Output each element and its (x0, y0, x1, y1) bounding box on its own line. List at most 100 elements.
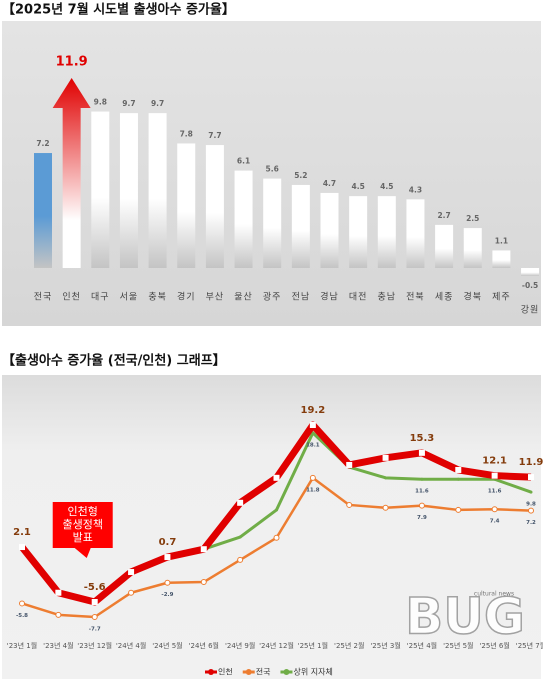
x-tick-label: '25년 3월 (370, 641, 400, 650)
point (382, 454, 389, 461)
point (55, 611, 62, 618)
value-label: 7.7 (208, 131, 221, 140)
point (128, 569, 135, 576)
value-label: 2.5 (466, 214, 479, 223)
bar (177, 143, 196, 268)
point (309, 422, 316, 428)
value-label: -5.8 (16, 613, 28, 619)
x-tick-label: 충북 (148, 292, 167, 303)
bar (435, 224, 454, 268)
value-label: 11.6 (488, 489, 502, 495)
point (528, 507, 534, 514)
value-label: 5.2 (294, 171, 307, 180)
bar (463, 228, 482, 268)
value-label: 11.9 (519, 457, 543, 468)
point (384, 476, 388, 480)
x-tick-label: 전남 (292, 292, 311, 303)
annotation-text: 출생정책 (62, 518, 102, 531)
point (273, 534, 280, 541)
point (382, 504, 389, 511)
point (275, 508, 278, 512)
x-tick-label: 전국 (34, 292, 53, 303)
x-tick-label: 제주 (492, 292, 511, 303)
bar (34, 153, 52, 268)
x-tick-label: 강원 (521, 305, 540, 316)
x-tick-label: 대전 (349, 292, 368, 303)
point (491, 506, 498, 513)
x-tick-label: '25년 1월 (298, 641, 328, 650)
x-tick-label: '25년 7월 (516, 641, 543, 650)
annotation-arrow (74, 548, 91, 558)
legend-label: 전국 (256, 667, 271, 677)
legend-swatch (283, 669, 290, 675)
chart-title: 【2025년 7월 시도별 출생아수 증가율】 (2, 2, 235, 18)
annotation-text: 발표 (73, 531, 93, 544)
x-tick-label: '23년 12월 (77, 641, 112, 650)
point (309, 474, 316, 481)
point (529, 490, 533, 494)
x-tick-label: '23년 1월 (7, 641, 37, 650)
x-tick-label: 전북 (406, 292, 425, 303)
bar (234, 170, 253, 268)
value-label: 11.8 (306, 487, 320, 493)
value-label: 5.6 (266, 165, 279, 174)
legend-label: 인천 (218, 667, 233, 677)
value-label: 0.7 (159, 537, 177, 548)
value-label: 7.2 (526, 520, 536, 526)
x-tick-label: 경기 (177, 291, 196, 303)
value-label: -2.9 (161, 592, 173, 598)
value-label: -7.7 (89, 627, 101, 633)
annotation-text: 인천형 (68, 504, 98, 518)
x-tick-label: '24년 5월 (152, 641, 182, 650)
value-label: 4.7 (323, 179, 336, 188)
value-label: 7.2 (36, 139, 49, 148)
x-tick-label: 인천 (62, 292, 81, 303)
x-tick-label: '25년 5월 (443, 641, 473, 650)
point (164, 554, 171, 561)
point (200, 579, 207, 586)
value-label: 2.1 (13, 527, 31, 538)
bar (119, 113, 138, 268)
x-tick-label: '24년 4월 (116, 641, 146, 650)
point (164, 579, 171, 586)
bar (263, 178, 282, 268)
value-label: 18.1 (306, 442, 320, 448)
point (455, 506, 462, 513)
bar (349, 196, 368, 268)
watermark: BUG (405, 588, 525, 646)
value-label: 11.9 (56, 55, 88, 70)
x-tick-label: 경남 (320, 291, 339, 303)
point (346, 501, 353, 508)
point (420, 477, 424, 481)
x-tick-label: '25년 2월 (334, 641, 364, 650)
annotation-box (52, 502, 113, 548)
value-label: 19.2 (301, 405, 326, 416)
x-tick-label: 울산 (234, 292, 253, 303)
point (418, 502, 425, 509)
x-tick-label: '24년 9월 (225, 641, 255, 650)
x-tick-label: 부산 (206, 292, 225, 303)
x-tick-label: '25년 4월 (407, 641, 437, 650)
point (455, 466, 462, 473)
bar-arrow (52, 78, 91, 268)
value-label: 9.8 (526, 502, 536, 508)
value-label: 12.1 (482, 456, 507, 467)
value-label: -0.5 (522, 281, 538, 290)
value-label: 9.8 (94, 98, 107, 107)
bar (320, 192, 339, 268)
value-label: 7.9 (417, 515, 427, 521)
chart-title: 【출생아수 증가율 (전국/인천) 그래프】 (2, 353, 226, 369)
bar (205, 145, 224, 268)
bar (377, 196, 396, 268)
bar (148, 113, 167, 268)
value-label: -5.6 (84, 582, 106, 593)
value-label: 1.1 (495, 236, 508, 245)
value-label: 9.7 (122, 99, 135, 108)
value-label: 9.7 (151, 99, 164, 108)
point (91, 599, 98, 606)
value-label: 7.8 (180, 129, 193, 138)
point (418, 449, 425, 456)
point (200, 546, 207, 553)
